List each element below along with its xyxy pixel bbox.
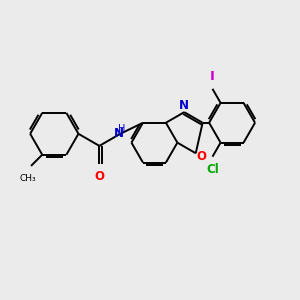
Text: N: N (179, 99, 189, 112)
Text: N: N (114, 127, 124, 140)
Text: O: O (196, 150, 206, 163)
Text: I: I (210, 70, 215, 83)
Text: Cl: Cl (206, 163, 219, 176)
Text: O: O (94, 170, 104, 183)
Text: CH₃: CH₃ (19, 174, 36, 183)
Text: H: H (118, 124, 125, 134)
